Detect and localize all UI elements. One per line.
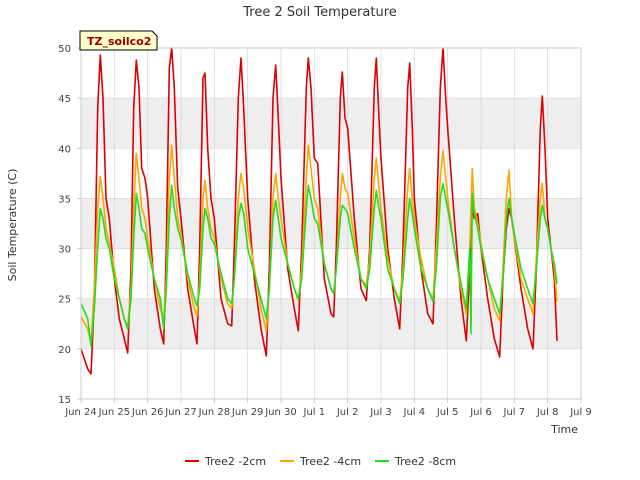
x-tick-label: Jun 25 [98,407,131,418]
x-tick-label: Jun 24 [64,407,97,418]
y-tick-label: 25 [58,295,71,306]
chart-title: Tree 2 Soil Temperature [242,5,397,20]
y-tick-label: 45 [58,94,71,105]
x-tick-label: Jul 3 [369,407,392,418]
x-tick-label: Jul 5 [436,407,459,418]
y-tick-label: 15 [58,395,71,406]
x-tick-label: Jul 6 [469,407,492,418]
series-lines [80,47,558,375]
series-line [80,47,558,375]
legend-label: Tree2 -8cm [394,455,456,468]
y-tick-label: 40 [58,144,71,155]
plot-band [81,298,581,349]
y-tick-label: 35 [58,194,71,205]
plot-band [81,198,581,249]
station-label: TZ_soilco2 [79,30,158,51]
x-axis-label: Time [550,423,578,436]
y-tick-label: 20 [58,345,71,356]
x-tick-label: Jul 7 [503,407,526,418]
plot-frame [80,47,582,400]
x-tick-label: Jun 29 [231,407,264,418]
x-tick-label: Jun 28 [198,407,231,418]
y-tick-label: 30 [58,245,71,256]
x-tick-label: Jul 2 [336,407,359,418]
legend-label: Tree2 -4cm [299,455,361,468]
plot-band [81,98,581,149]
station-label-box [79,30,158,51]
station-label-text: TZ_soilco2 [87,35,151,48]
x-tick-label: Jul 9 [569,407,592,418]
legend-label: Tree2 -2cm [204,455,266,468]
y-tick-labels: 15 20 25 30 35 40 45 50 [58,44,81,406]
y-tick-label: 50 [58,44,71,55]
y-axis-label: Soil Temperature (C) [6,169,19,282]
legend: Tree2 -2cm Tree2 -4cm Tree2 -8cm [185,455,456,468]
x-tick-label: Jul 4 [403,407,426,418]
x-tick-labels: Jun 24 Jun 25 Jun 26 Jun 27 Jun 28 Jun 29 Jun … [64,399,592,418]
x-tick-label: Jun 26 [131,407,164,418]
x-tick-label: Jul 8 [536,407,559,418]
x-tick-label: Jun 30 [264,407,297,418]
series-line [80,182,558,347]
x-tick-label: Jul 1 [303,407,326,418]
x-tick-label: Jun 27 [164,407,197,418]
